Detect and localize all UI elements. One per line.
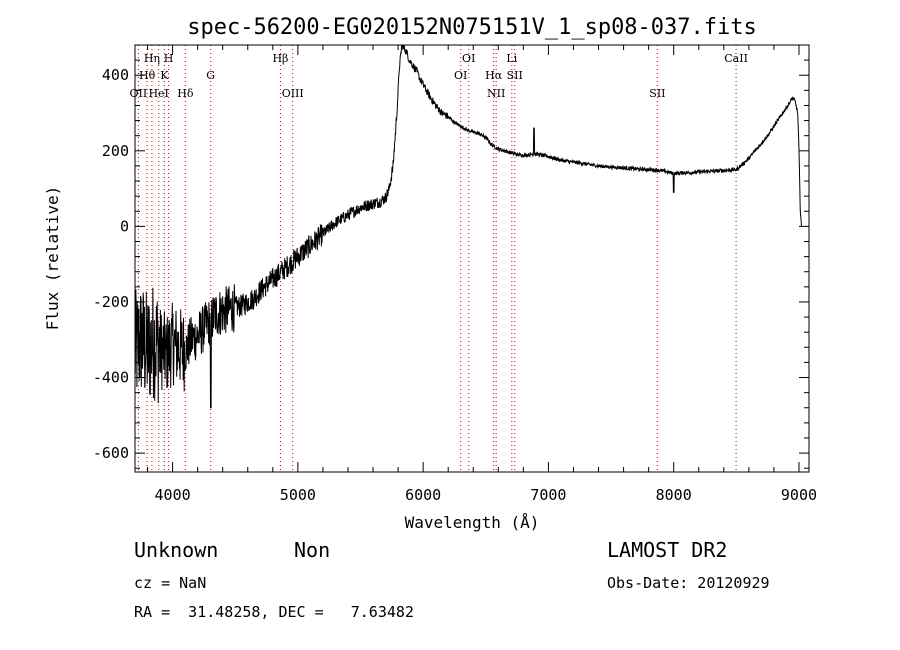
- spectrum-line: [134, 44, 802, 409]
- line-labels: Hη Hθ OII HeI HK Hδ G Hβ OIII OI OI Hα NII Li SII SII Ca…: [130, 52, 748, 100]
- x-tick-label: 8000: [656, 486, 692, 504]
- y-tick-label: 400: [102, 66, 129, 84]
- class-label: Unknown: [134, 538, 219, 562]
- line-label: Hα: [485, 69, 503, 82]
- line-label: K: [160, 69, 169, 82]
- y-tick-label: 200: [102, 142, 129, 160]
- line-label: Li: [506, 52, 517, 65]
- line-label: HeI: [148, 87, 168, 100]
- x-tick-label: 9000: [781, 486, 817, 504]
- y-axis-label: Flux (relative): [43, 186, 62, 331]
- line-label: Hβ: [272, 52, 288, 65]
- line-label: SII: [507, 69, 523, 82]
- line-label: OI: [462, 52, 475, 65]
- y-tick-label: -200: [93, 293, 129, 311]
- chart-title: spec-56200-EG020152N075151V_1_sp08-037.f…: [187, 15, 757, 40]
- y-tick-label: -600: [93, 444, 129, 462]
- obs-date-label: Obs-Date: 20120929: [607, 574, 770, 592]
- line-label: Hθ: [139, 69, 156, 82]
- line-label: OI: [454, 69, 467, 82]
- survey-label: LAMOST DR2: [607, 538, 728, 562]
- line-label: CaII: [724, 52, 748, 65]
- y-tick-label: 0: [120, 217, 129, 235]
- x-tick-label: 5000: [280, 486, 316, 504]
- line-label: H: [164, 52, 174, 65]
- plot-frame: [134, 44, 810, 473]
- x-tick-label: 4000: [155, 486, 191, 504]
- line-label: Hη: [144, 52, 160, 65]
- y-axis-ticks: -600 -400 -200 0 200 400: [93, 44, 809, 469]
- line-label: OIII: [282, 87, 304, 100]
- line-label: SII: [649, 87, 665, 100]
- cz-label: cz = NaN: [134, 574, 207, 592]
- x-axis-ticks: 4000 5000 6000 7000 8000 9000: [147, 45, 817, 504]
- x-axis-label: Wavelength (Å): [405, 513, 540, 532]
- x-tick-label: 6000: [405, 486, 441, 504]
- subclass-label: Non: [294, 538, 331, 562]
- line-label: NII: [487, 87, 505, 100]
- line-label: Hδ: [177, 87, 194, 100]
- spectrum-chart: spec-56200-EG020152N075151V_1_sp08-037.f…: [43, 15, 817, 532]
- line-markers: [137, 45, 737, 472]
- line-label: G: [206, 69, 215, 82]
- x-tick-label: 7000: [530, 486, 566, 504]
- line-label: OII: [130, 87, 148, 100]
- y-tick-label: -400: [93, 369, 129, 387]
- ra-dec-label: RA = 31.48258, DEC = 7.63482: [134, 603, 414, 621]
